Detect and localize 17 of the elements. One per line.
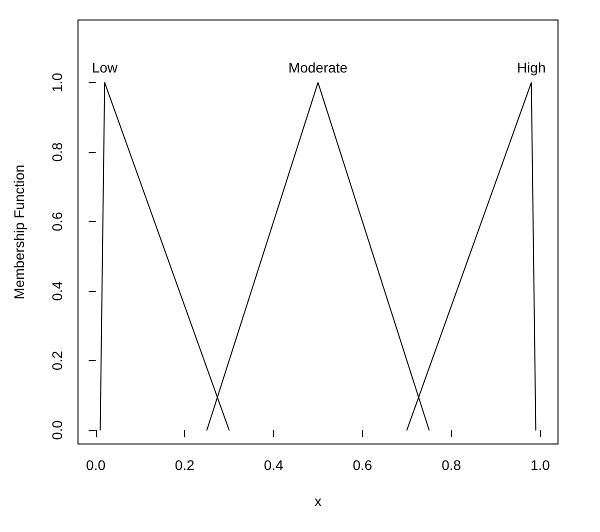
y-tick-label: 0.8: [49, 142, 65, 162]
x-tick-label: 0.4: [264, 457, 284, 473]
series-label: Moderate: [288, 60, 348, 76]
x-tick-label: 0.0: [86, 457, 106, 473]
x-tick-label: 0.6: [352, 457, 372, 473]
series-label: High: [516, 60, 546, 76]
x-axis-title: x: [314, 493, 322, 509]
y-tick-label: 0.6: [49, 212, 65, 232]
x-tick-label: 0.2: [174, 457, 195, 473]
x-tick-label: 1.0: [530, 457, 550, 473]
series-label: Low: [92, 60, 118, 76]
y-tick-label: 0.4: [49, 281, 65, 301]
y-tick-label: 1.0: [49, 72, 65, 92]
y-tick-label: 0.2: [49, 350, 65, 370]
y-tick-label: 0.0: [49, 420, 65, 440]
y-axis-title: Membership Function: [11, 164, 27, 300]
x-tick-label: 0.8: [442, 457, 462, 473]
